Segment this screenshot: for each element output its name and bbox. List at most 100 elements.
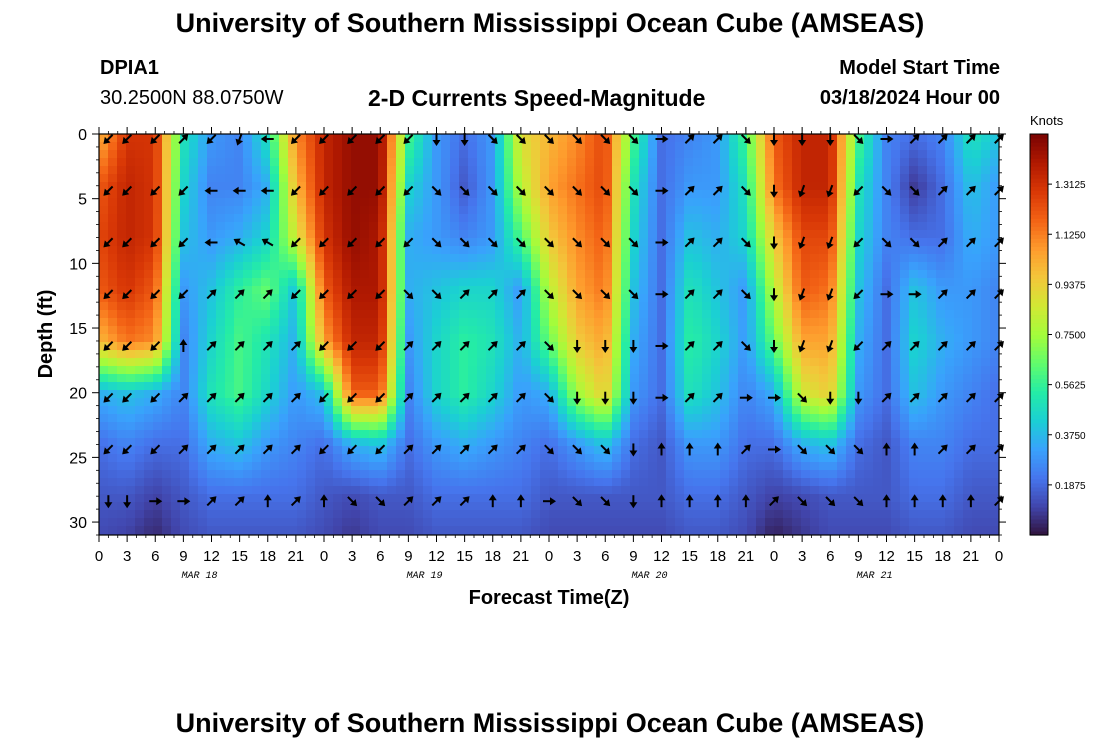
heatmap-cell <box>405 222 415 231</box>
heatmap-cell <box>315 302 325 311</box>
heatmap-cell <box>171 174 181 183</box>
heatmap-cell <box>216 462 226 471</box>
heatmap-cell <box>837 158 847 167</box>
heatmap-cell <box>252 478 262 487</box>
heatmap-cell <box>486 382 496 391</box>
heatmap-cell <box>216 510 226 519</box>
heatmap-cell <box>927 198 937 207</box>
heatmap-cell <box>162 398 172 407</box>
heatmap-cell <box>261 278 271 287</box>
heatmap-cell <box>684 166 694 175</box>
heatmap-cell <box>864 438 874 447</box>
heatmap-cell <box>342 502 352 511</box>
heatmap-cell <box>666 166 676 175</box>
heatmap-cell <box>432 470 442 479</box>
heatmap-cell <box>99 142 109 151</box>
heatmap-cell <box>288 318 298 327</box>
heatmap-cell <box>540 326 550 335</box>
heatmap-cell <box>837 294 847 303</box>
heatmap-cell <box>126 270 136 279</box>
heatmap-cell <box>162 478 172 487</box>
heatmap-cell <box>477 462 487 471</box>
heatmap-cell <box>486 294 496 303</box>
heatmap-cell <box>873 326 883 335</box>
heatmap-cell <box>495 502 505 511</box>
heatmap-cell <box>225 414 235 423</box>
heatmap-cell <box>270 310 280 319</box>
heatmap-cell <box>603 254 613 263</box>
heatmap-cell <box>819 294 829 303</box>
heatmap-cell <box>702 486 712 495</box>
heatmap-cell <box>747 342 757 351</box>
heatmap-cell <box>378 422 388 431</box>
heatmap-cell <box>468 478 478 487</box>
heatmap-cell <box>153 142 163 151</box>
heatmap-cell <box>864 134 874 143</box>
heatmap-cell <box>675 134 685 143</box>
heatmap-cell <box>801 246 811 255</box>
heatmap-cell <box>585 222 595 231</box>
heatmap-cell <box>126 462 136 471</box>
heatmap-cell <box>702 414 712 423</box>
heatmap-cell <box>117 278 127 287</box>
heatmap-cell <box>720 462 730 471</box>
heatmap-cell <box>369 134 379 143</box>
heatmap-cell <box>360 462 370 471</box>
heatmap-cell <box>459 222 469 231</box>
heatmap-cell <box>432 502 442 511</box>
heatmap-cell <box>837 142 847 151</box>
heatmap-cell <box>603 438 613 447</box>
heatmap-cell <box>459 214 469 223</box>
heatmap-cell <box>765 206 775 215</box>
heatmap-cell <box>855 390 865 399</box>
heatmap-cell <box>144 502 154 511</box>
heatmap-cell <box>882 262 892 271</box>
heatmap-cell <box>855 358 865 367</box>
heatmap-cell <box>810 198 820 207</box>
heatmap-cell <box>252 454 262 463</box>
heatmap-cell <box>522 198 532 207</box>
heatmap-cell <box>594 342 604 351</box>
heatmap-cell <box>837 518 847 527</box>
heatmap-cell <box>108 486 118 495</box>
heatmap-cell <box>684 518 694 527</box>
heatmap-cell <box>603 494 613 503</box>
heatmap-cell <box>315 230 325 239</box>
heatmap-cell <box>288 422 298 431</box>
heatmap-cell <box>369 318 379 327</box>
heatmap-cell <box>324 310 334 319</box>
heatmap-cell <box>315 414 325 423</box>
heatmap-cell <box>441 198 451 207</box>
heatmap-cell <box>945 422 955 431</box>
heatmap-cell <box>369 278 379 287</box>
heatmap-cell <box>423 198 433 207</box>
heatmap-cell <box>918 318 928 327</box>
heatmap-cell <box>423 134 433 143</box>
heatmap-cell <box>486 326 496 335</box>
heatmap-cell <box>801 166 811 175</box>
heatmap-cell <box>954 350 964 359</box>
heatmap-cell <box>738 462 748 471</box>
heatmap-cell <box>252 382 262 391</box>
heatmap-cell <box>351 462 361 471</box>
heatmap-cell <box>594 470 604 479</box>
heatmap-cell <box>738 190 748 199</box>
heatmap-cell <box>108 246 118 255</box>
heatmap-cell <box>540 310 550 319</box>
heatmap-cell <box>783 470 793 479</box>
heatmap-cell <box>693 390 703 399</box>
heatmap-cell <box>612 150 622 159</box>
heatmap-cell <box>720 366 730 375</box>
heatmap-cell <box>684 438 694 447</box>
heatmap-cell <box>171 526 181 535</box>
heatmap-cell <box>828 334 838 343</box>
heatmap-cell <box>279 382 289 391</box>
heatmap-cell <box>612 414 622 423</box>
heatmap-cell <box>315 286 325 295</box>
heatmap-cell <box>351 366 361 375</box>
heatmap-cell <box>171 206 181 215</box>
heatmap-cell <box>819 446 829 455</box>
heatmap-cell <box>162 278 172 287</box>
heatmap-cell <box>837 222 847 231</box>
heatmap-cell <box>972 190 982 199</box>
